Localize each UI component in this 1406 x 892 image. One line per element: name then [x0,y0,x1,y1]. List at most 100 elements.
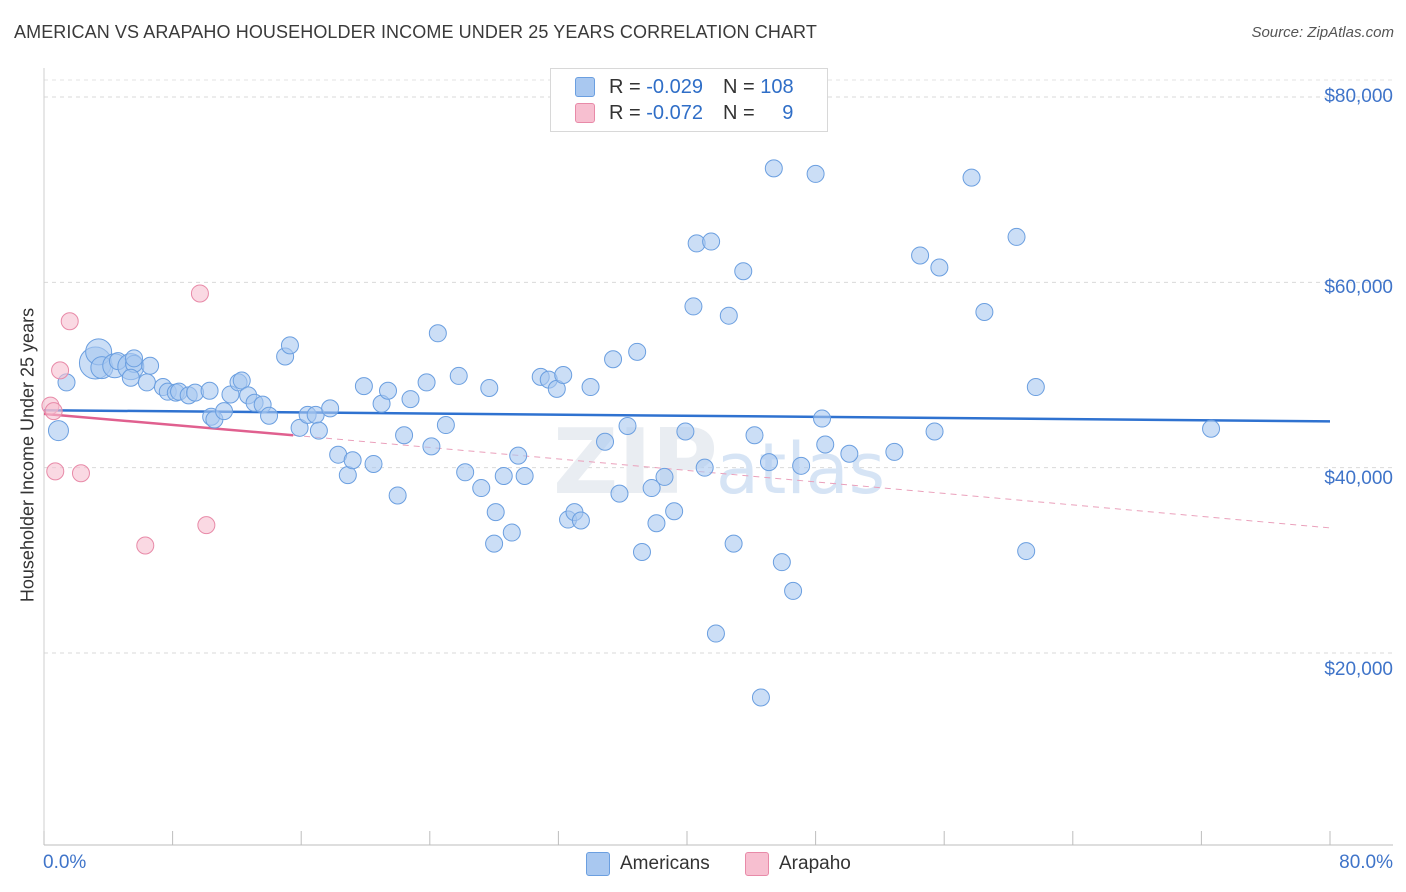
point-americans [596,432,615,451]
legend-row-americans: R = -0.029 N = 108 [575,75,794,99]
point-americans [472,479,491,498]
point-americans [792,456,811,475]
point-americans [604,350,623,369]
point-americans [911,246,930,265]
legend-r-label: R = [609,75,641,98]
point-americans [962,168,981,187]
point-americans [642,479,661,498]
point-americans [665,502,684,521]
point-americans [632,542,651,561]
y-tick-label: $60,000 [1324,277,1393,298]
point-arapaho [46,462,65,481]
point-americans [772,553,791,572]
point-americans [494,467,513,486]
point-americans [232,371,251,390]
point-americans [379,381,398,400]
point-americans [724,534,743,553]
point-americans [509,446,528,465]
point-americans [706,624,725,643]
y-tick-label: $80,000 [1324,86,1393,107]
bottom-legend-americans[interactable]: Americans [586,850,710,878]
point-arapaho [71,464,90,483]
point-americans [485,534,504,553]
point-americans [1017,542,1036,561]
stats-legend: R = -0.029 N = 108 R = -0.072 N = 9 [550,68,828,132]
x-tick-label-min: 0.0% [43,852,87,873]
point-americans [486,503,505,522]
bottom-legend-arapaho[interactable]: Arapaho [745,850,851,878]
point-americans [141,356,160,375]
point-americans [816,435,835,454]
y-tick-label: $40,000 [1324,468,1393,489]
point-americans [401,390,420,409]
legend-swatch-americans [586,852,610,876]
legend-r-value: -0.072 [646,101,703,124]
point-americans [436,416,455,435]
legend-n-label: N = [722,101,755,124]
point-americans [449,366,468,385]
point-americans [695,458,714,477]
point-arapaho [60,312,79,331]
point-americans [610,484,629,503]
point-americans [759,453,778,472]
point-americans [930,258,949,277]
legend-label-americans: Americans [620,853,710,874]
point-americans [388,486,407,505]
point-americans [764,159,783,178]
legend-swatch-americans [575,77,595,97]
point-americans [628,342,647,361]
point-americans [480,378,499,397]
point-arapaho [197,516,216,535]
point-americans [813,409,832,428]
point-americans [676,422,695,441]
legend-r-value: -0.029 [646,75,703,98]
point-americans [745,426,764,445]
point-americans [840,444,859,463]
point-americans [280,336,299,355]
y-tick-label: $20,000 [1324,659,1393,680]
legend-row-arapaho: R = -0.072 N = 9 [575,101,793,125]
data-points [41,159,1221,707]
axes [43,68,1393,846]
point-americans [655,467,674,486]
legend-n-label: N = [722,75,755,98]
point-americans [200,381,219,400]
point-americans [515,467,534,486]
point-arapaho [51,361,70,380]
y-axis-label: Householder Income Under 25 years [17,307,38,603]
legend-swatch-arapaho [745,852,769,876]
point-americans [684,297,703,316]
point-arapaho [136,536,155,555]
point-americans [417,373,436,392]
point-americans [925,422,944,441]
grid-lines [44,79,1393,654]
point-americans [364,454,383,473]
point-arapaho [190,284,209,303]
point-americans [751,688,770,707]
point-americans [702,232,721,251]
point-americans [309,421,328,440]
point-americans [422,437,441,456]
point-americans [395,426,414,445]
point-americans [618,416,637,435]
point-americans [719,306,738,325]
legend-n-value: 108 [760,75,794,98]
point-americans [581,378,600,397]
trend-line-arapaho-extension [293,434,1331,529]
legend-n-value: 9 [782,101,794,124]
point-americans [734,262,753,281]
point-americans [343,451,362,470]
legend-swatch-arapaho [575,103,595,123]
point-americans [1202,419,1221,438]
point-americans [885,442,904,461]
point-americans [784,581,803,600]
point-americans [975,302,994,321]
point-americans [47,420,69,442]
point-americans [137,373,156,392]
point-americans [321,399,340,418]
point-americans [502,523,521,542]
point-americans [125,349,144,368]
legend-r-label: R = [609,101,641,124]
chart-title: AMERICAN VS ARAPAHO HOUSEHOLDER INCOME U… [14,22,817,42]
